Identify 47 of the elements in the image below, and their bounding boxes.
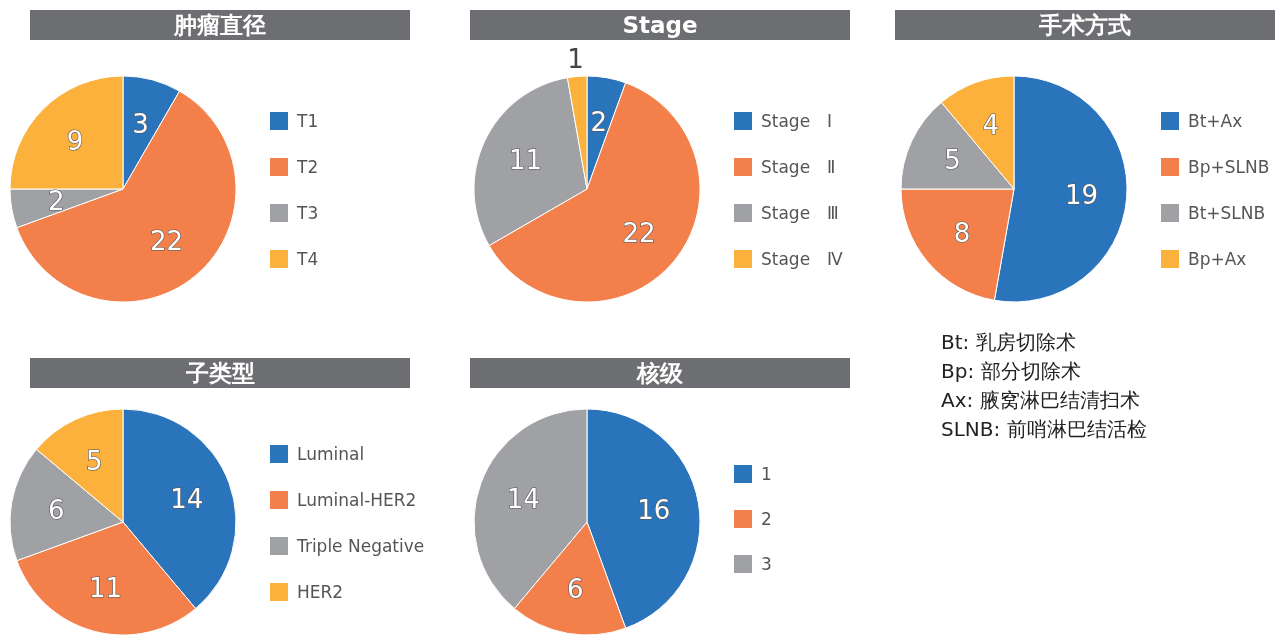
legend-label: T4: [296, 248, 319, 269]
data-label: 22: [150, 226, 184, 257]
chart-title: 核级: [636, 360, 684, 387]
data-label: 11: [509, 145, 543, 176]
data-label: 22: [622, 217, 656, 248]
legend-label: Bt+Ax: [1188, 110, 1243, 131]
text: Bt: 乳房切除术: [941, 330, 1076, 354]
legend-label: Luminal: [297, 443, 365, 464]
legend-label: Bt+SLNB: [1188, 202, 1266, 223]
legend-label: Bp+Ax: [1188, 248, 1247, 269]
data-label: 5: [944, 145, 961, 176]
data-label: 9: [66, 126, 84, 157]
data-label: 4: [982, 110, 1000, 141]
legend-label: Stage Ⅲ: [761, 202, 839, 223]
legend-label: Triple Negative: [296, 535, 425, 556]
legend-label: 3: [761, 553, 772, 574]
data-label: 1: [567, 43, 584, 74]
legend-label: Stage Ⅰ: [761, 110, 833, 131]
data-label: 11: [88, 572, 122, 603]
chart-title: 手术方式: [1038, 12, 1131, 39]
data-label: 19: [1065, 180, 1099, 211]
chart-title: 肿瘤直径: [173, 12, 266, 39]
legend-label: HER2: [297, 581, 344, 602]
data-label: 14: [506, 483, 540, 514]
legend-label: Stage Ⅳ: [761, 248, 844, 269]
data-label: 3: [132, 108, 149, 139]
data-label: 14: [170, 483, 204, 514]
data-label: 2: [47, 185, 65, 216]
data-label: 5: [86, 445, 103, 476]
data-label: 16: [637, 495, 671, 526]
legend-label: Stage Ⅱ: [761, 156, 836, 177]
legend-label: Luminal-HER2: [297, 489, 417, 510]
text: Bp: 部分切除术: [941, 359, 1081, 383]
legend-label: T1: [296, 110, 319, 131]
data-label: 6: [566, 573, 584, 604]
chart-title: 子类型: [184, 360, 255, 387]
data-label: 2: [590, 107, 608, 138]
legend-label: T3: [296, 202, 319, 223]
legend-label: 2: [761, 508, 772, 529]
legend-label: 1: [761, 463, 772, 484]
data-label: 8: [953, 217, 971, 248]
text: SLNB: 前哨淋巴结活检: [941, 417, 1147, 441]
legend-label: T2: [296, 156, 319, 177]
chart-title: Stage: [622, 12, 698, 39]
legend-label: Bp+SLNB: [1188, 156, 1270, 177]
text: Ax: 腋窝淋巴结清扫术: [941, 388, 1140, 412]
data-label: 6: [47, 495, 65, 526]
